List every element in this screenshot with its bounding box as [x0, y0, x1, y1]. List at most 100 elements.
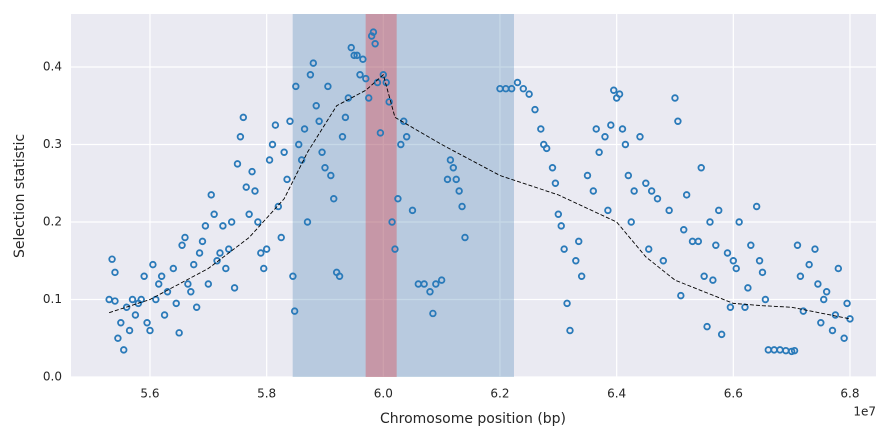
data-point	[432, 280, 440, 288]
data-point	[146, 326, 154, 335]
data-point	[178, 241, 186, 249]
data-point	[700, 272, 708, 280]
data-point	[365, 94, 373, 102]
data-point	[507, 85, 516, 93]
data-point	[163, 288, 172, 296]
data-point	[207, 191, 215, 199]
data-point	[321, 164, 329, 172]
data-point	[747, 241, 755, 249]
data-point	[680, 226, 688, 234]
data-point	[822, 288, 831, 296]
data-point	[531, 105, 539, 114]
data-point	[729, 257, 738, 265]
data-point	[621, 140, 630, 149]
data-point	[233, 160, 242, 168]
data-point	[618, 125, 627, 133]
data-point	[280, 148, 288, 156]
data-point	[192, 303, 201, 311]
data-point	[624, 171, 633, 180]
data-point	[184, 280, 192, 288]
data-point	[793, 241, 802, 249]
data-point	[268, 140, 277, 149]
data-point	[831, 311, 840, 319]
data-point	[805, 260, 813, 269]
data-point	[245, 210, 253, 218]
data-point	[359, 55, 367, 63]
data-point	[820, 295, 828, 304]
data-point	[201, 222, 210, 230]
x-tick-label: 5.8	[257, 387, 276, 401]
data-point	[292, 82, 300, 91]
data-point	[371, 40, 379, 48]
data-point	[682, 191, 691, 199]
data-point	[446, 156, 455, 164]
data-point	[251, 187, 259, 195]
data-point	[566, 326, 574, 335]
data-point	[735, 218, 743, 226]
data-point	[239, 113, 248, 122]
data-point	[755, 257, 764, 265]
data-point	[274, 202, 283, 211]
data-point	[537, 125, 545, 133]
data-point	[513, 78, 522, 87]
data-point	[347, 43, 355, 52]
data-point	[575, 237, 583, 246]
data-point	[181, 233, 189, 242]
data-point	[271, 121, 280, 129]
x-tick-label: 6.4	[607, 387, 626, 401]
data-point	[577, 272, 586, 280]
data-point	[248, 167, 256, 176]
x-tick-label: 6.6	[724, 387, 743, 401]
data-point	[198, 237, 207, 246]
data-point	[222, 264, 230, 273]
data-point	[726, 303, 735, 311]
y-tick-label: 0.1	[43, 292, 62, 306]
data-point	[309, 59, 318, 67]
data-point	[542, 144, 551, 153]
data-point	[817, 319, 825, 327]
data-point	[589, 187, 598, 195]
data-point	[752, 202, 761, 211]
data-point	[187, 288, 195, 296]
data-point	[216, 249, 224, 257]
y-axis-title: Selection statistic	[12, 134, 28, 258]
data-point	[551, 179, 560, 187]
data-point	[306, 71, 315, 79]
data-point	[560, 245, 568, 253]
data-point	[290, 307, 299, 315]
data-point	[627, 218, 635, 226]
data-point	[219, 222, 227, 230]
data-point	[227, 218, 236, 226]
data-point	[327, 171, 335, 180]
data-point	[592, 125, 600, 133]
highlight-span	[292, 14, 514, 377]
data-point	[353, 51, 361, 60]
data-point	[420, 280, 428, 288]
data-point	[834, 264, 843, 273]
data-point	[799, 307, 808, 315]
data-point	[572, 257, 580, 265]
data-point	[265, 156, 274, 164]
x-tick-label: 6.0	[374, 387, 393, 401]
y-tick-label: 0.0	[43, 370, 62, 384]
data-point	[117, 319, 125, 327]
data-point	[125, 326, 134, 335]
data-point	[426, 288, 434, 296]
data-point	[706, 218, 714, 226]
data-point	[257, 249, 265, 257]
data-point	[615, 90, 624, 98]
data-point	[554, 210, 563, 218]
data-point	[846, 315, 854, 323]
data-point	[449, 164, 458, 172]
data-point	[583, 171, 592, 180]
data-point	[242, 183, 250, 191]
data-point	[254, 218, 262, 226]
data-point	[379, 71, 388, 79]
data-point	[286, 117, 294, 125]
data-point	[341, 113, 350, 122]
data-point	[324, 82, 332, 91]
data-point	[674, 117, 682, 125]
data-point	[111, 268, 119, 277]
data-point	[595, 148, 603, 156]
data-point	[295, 140, 303, 149]
